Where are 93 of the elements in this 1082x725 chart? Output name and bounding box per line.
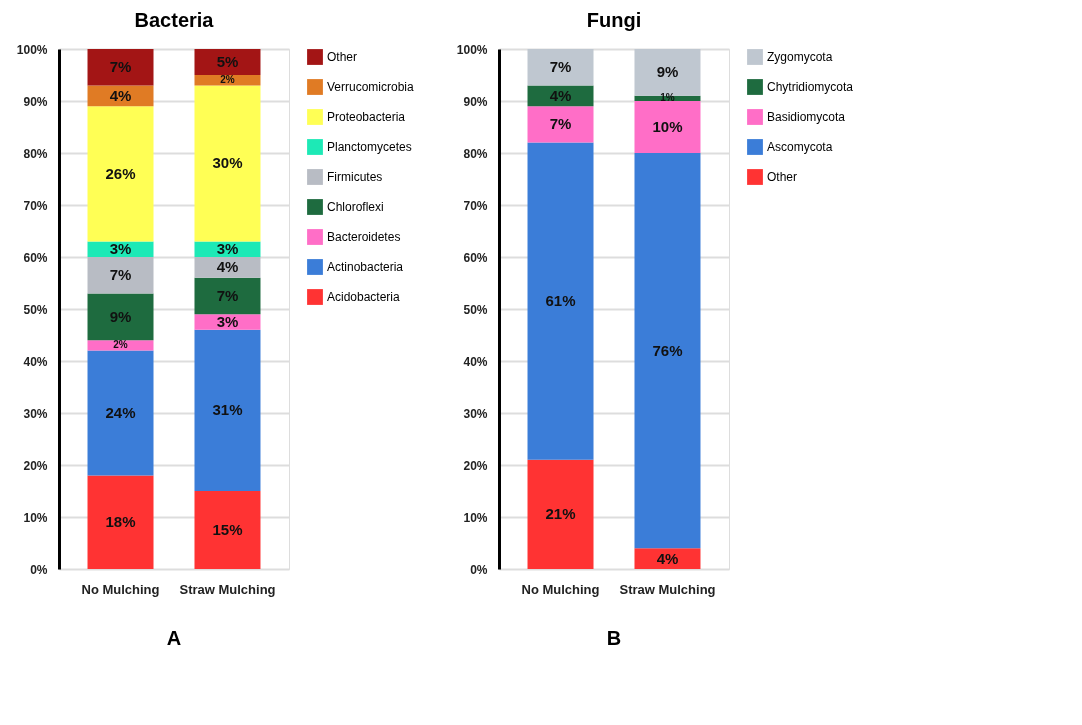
data-label: 7%	[216, 287, 239, 304]
y-tick-label: 40%	[23, 354, 48, 369]
data-label: 5%	[216, 53, 239, 70]
data-label: 7%	[549, 58, 572, 76]
legend-label: Zygomycota	[767, 50, 833, 64]
data-label: 4%	[216, 258, 239, 276]
legend-label: Bacteroidetes	[327, 230, 401, 244]
data-label: 4%	[109, 86, 132, 104]
bar	[527, 49, 594, 86]
x-tick-label: Straw Mulching	[619, 581, 716, 597]
bar	[527, 85, 594, 107]
y-tick-label: 20%	[23, 458, 48, 473]
data-label: 7%	[109, 266, 132, 284]
y-tick-label: 30%	[23, 406, 48, 421]
y-tick-label: 0%	[30, 562, 48, 577]
data-label: 61%	[545, 292, 576, 310]
data-label: 26%	[105, 164, 136, 182]
legend-label: Basidiomycota	[767, 110, 846, 124]
y-tick-label: 40%	[463, 354, 488, 369]
bar	[194, 277, 261, 315]
data-label: 9%	[109, 307, 132, 325]
bar	[194, 85, 261, 242]
bar	[87, 293, 154, 341]
data-label: 3%	[109, 240, 132, 258]
bar	[634, 101, 701, 153]
x-tick-label: No Mulching	[521, 581, 600, 597]
legend-label: Actinobacteria	[327, 260, 404, 274]
legend-label: Other	[327, 50, 358, 64]
legend-label: Chytridiomycota	[767, 80, 854, 94]
bar	[87, 350, 154, 476]
bar	[634, 153, 701, 549]
bar	[87, 85, 154, 107]
bar	[527, 106, 594, 143]
legend-label: Verrucomicrobia	[327, 80, 415, 94]
y-tick-label: 0%	[470, 562, 488, 577]
chart-title: Bacteria	[134, 9, 215, 31]
legend-label: Acidobacteria	[327, 290, 401, 304]
y-tick-label: 100%	[16, 42, 48, 57]
y-tick-label: 90%	[463, 94, 488, 109]
legend-label: Chloroflexi	[327, 200, 384, 214]
legend-label: Ascomycota	[767, 140, 833, 154]
bar	[194, 491, 261, 569]
bar	[87, 49, 154, 86]
data-label: 18%	[105, 513, 136, 531]
y-tick-label: 60%	[463, 250, 488, 265]
y-tick-label: 50%	[23, 302, 48, 317]
bar	[194, 257, 261, 278]
data-label: 15%	[212, 521, 243, 538]
y-tick-label: 90%	[23, 94, 48, 109]
legend-label: Firmicutes	[327, 170, 383, 184]
data-label: 2%	[220, 74, 235, 86]
text: A	[166, 627, 182, 649]
data-label: 10%	[652, 118, 683, 135]
data-label: 3%	[216, 240, 239, 258]
bar	[194, 329, 261, 491]
data-label: 31%	[212, 401, 243, 419]
bar	[527, 459, 594, 569]
y-tick-label: 70%	[23, 198, 48, 213]
data-label: 76%	[652, 341, 683, 359]
data-label: 7%	[109, 58, 132, 76]
y-tick-label: 50%	[463, 302, 488, 317]
x-tick-label: No Mulching	[81, 581, 160, 597]
y-tick-label: 60%	[23, 250, 48, 265]
data-label: 30%	[212, 154, 243, 172]
legend-label: Planctomycetes	[327, 140, 412, 154]
y-tick-label: 20%	[463, 458, 488, 473]
data-label: 9%	[656, 63, 679, 81]
chart-title: Fungi	[586, 9, 642, 31]
data-label: 3%	[216, 313, 239, 330]
text: B	[606, 627, 622, 649]
y-tick-label: 80%	[23, 146, 48, 161]
legend-label: Other	[767, 170, 798, 184]
bar	[87, 475, 154, 569]
data-label: 4%	[549, 86, 572, 104]
data-label: 24%	[105, 404, 136, 421]
y-tick-label: 30%	[463, 406, 488, 421]
data-label: 4%	[656, 549, 679, 567]
bar	[634, 548, 701, 569]
data-label: 2%	[113, 339, 128, 351]
x-tick-label: Straw Mulching	[179, 581, 276, 597]
legend-label: Proteobacteria	[327, 110, 406, 124]
y-tick-label: 70%	[463, 198, 488, 213]
y-tick-label: 80%	[463, 146, 488, 161]
bar	[527, 142, 594, 460]
y-tick-label: 10%	[23, 510, 48, 525]
data-label: 7%	[549, 115, 572, 133]
y-tick-label: 10%	[463, 510, 488, 525]
y-tick-label: 100%	[456, 42, 488, 57]
bar	[194, 49, 261, 75]
bar	[87, 340, 154, 351]
bar	[87, 106, 154, 242]
bar	[87, 257, 154, 294]
data-label: 21%	[545, 505, 576, 523]
